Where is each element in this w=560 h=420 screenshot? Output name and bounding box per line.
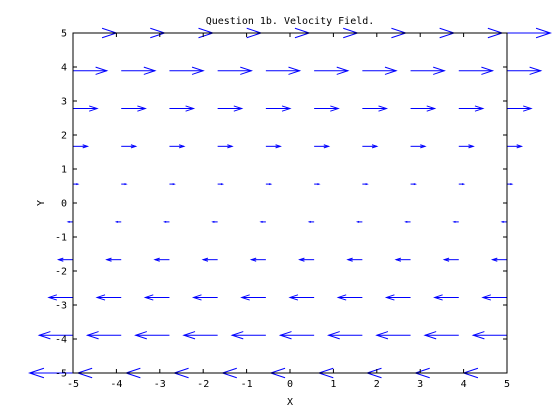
x-tick-label: -3	[154, 379, 166, 390]
velocity-arrow	[507, 145, 521, 148]
velocity-arrow	[68, 221, 73, 222]
velocity-arrow	[261, 221, 266, 222]
velocity-arrow	[459, 184, 464, 185]
y-axis-label: Y	[36, 200, 47, 206]
y-tick-label: -4	[55, 335, 67, 346]
velocity-arrow	[266, 184, 271, 185]
velocity-arrow	[411, 184, 416, 185]
y-tick-label: -2	[55, 267, 67, 278]
x-tick-label: 0	[287, 379, 293, 390]
y-tick-label: 2	[61, 131, 67, 142]
y-tick-label: -1	[55, 233, 67, 244]
y-tick-label: 4	[61, 63, 67, 74]
velocity-arrow	[507, 106, 531, 111]
velocity-arrow	[454, 221, 459, 222]
y-tick-label: -3	[55, 301, 67, 312]
velocity-arrow	[121, 184, 126, 185]
x-tick-label: 1	[330, 379, 336, 390]
x-tick-label: 5	[504, 379, 510, 390]
velocity-arrow	[502, 221, 507, 222]
velocity-arrow	[507, 28, 550, 37]
velocity-arrow	[116, 221, 121, 222]
velocity-arrow	[309, 221, 314, 222]
velocity-arrow	[49, 295, 73, 300]
velocity-arrow	[169, 184, 174, 185]
y-tick-label: 1	[61, 165, 67, 176]
velocity-arrow	[507, 184, 512, 185]
x-tick-label: 2	[374, 379, 380, 390]
velocity-arrow	[314, 184, 319, 185]
x-tick-label: -4	[110, 379, 122, 390]
velocity-arrow	[218, 184, 223, 185]
velocity-arrow	[59, 258, 73, 261]
velocity-arrow	[73, 184, 78, 185]
velocity-arrow	[358, 221, 363, 222]
velocity-arrow	[507, 67, 541, 74]
chart-title: Question 1b. Velocity Field.	[206, 16, 375, 27]
x-axis-label: X	[287, 397, 293, 408]
y-tick-label: 3	[61, 97, 67, 108]
y-tick-label: 0	[61, 199, 67, 210]
x-tick-label: -5	[67, 379, 79, 390]
velocity-arrow	[406, 221, 411, 222]
velocity-arrow	[165, 221, 170, 222]
x-tick-label: 4	[461, 379, 467, 390]
y-tick-label: -5	[55, 369, 67, 380]
velocity-arrow	[213, 221, 218, 222]
plot-area	[73, 33, 507, 373]
y-tick-label: 5	[61, 29, 67, 40]
x-tick-label: -1	[241, 379, 253, 390]
x-tick-label: -2	[197, 379, 209, 390]
velocity-arrow	[362, 184, 367, 185]
x-tick-label: 3	[417, 379, 423, 390]
